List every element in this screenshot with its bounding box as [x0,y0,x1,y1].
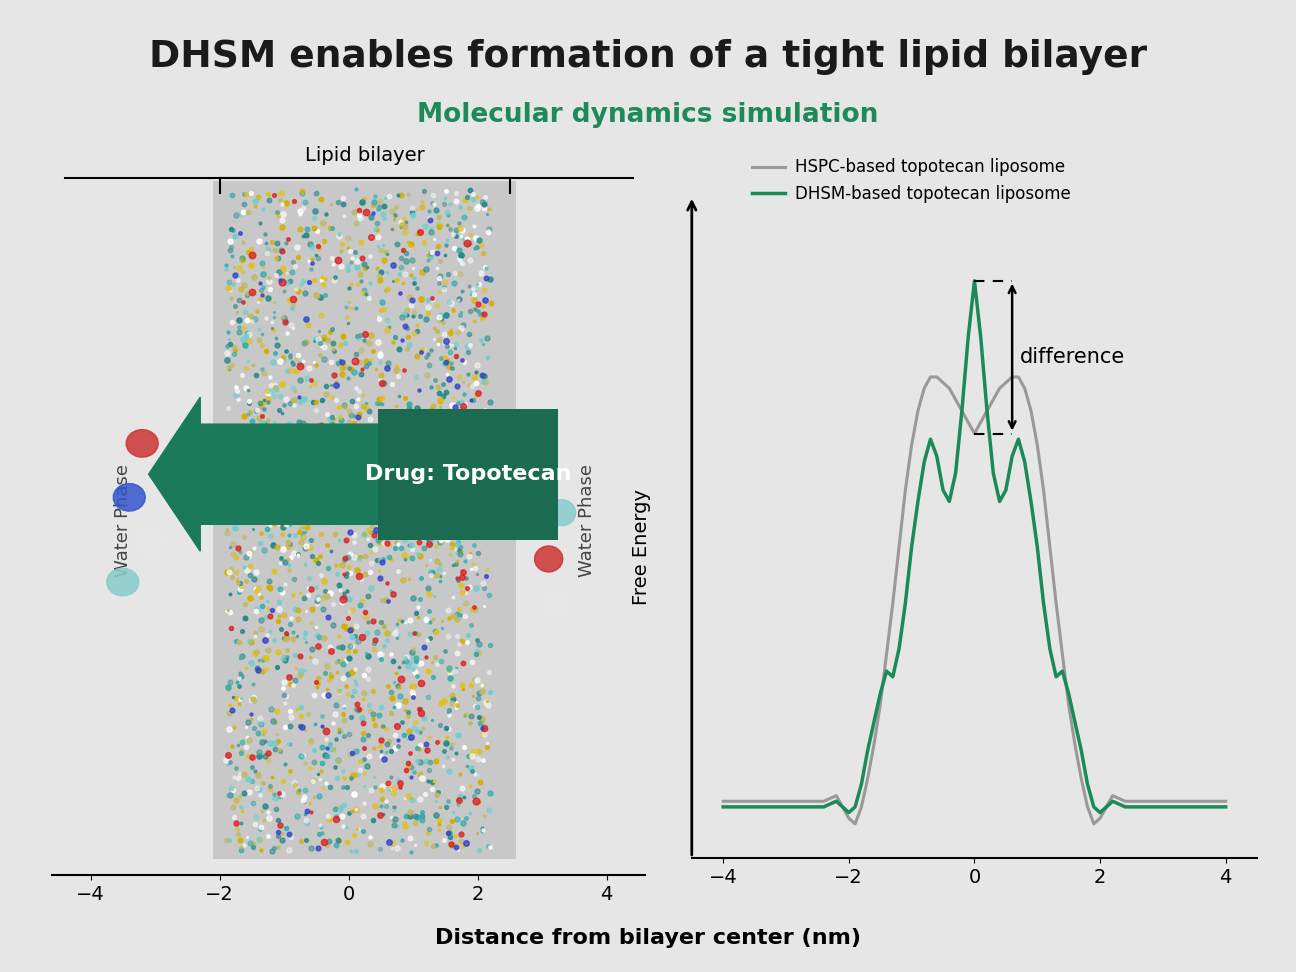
DHSM-based topotecan liposome [715,801,731,813]
Polygon shape [126,430,158,457]
DHSM-based topotecan liposome [1061,688,1077,700]
FancyArrow shape [149,398,503,551]
Text: Lipid bilayer: Lipid bilayer [305,146,425,164]
DHSM-based topotecan liposome [816,801,832,813]
DHSM-based topotecan liposome [848,801,863,813]
Text: Water Phase: Water Phase [578,464,596,577]
DHSM-based topotecan liposome [885,671,901,682]
HSPC-based topotecan liposome [1218,795,1234,807]
Polygon shape [547,500,575,526]
HSPC-based topotecan liposome [923,371,938,383]
Line: DHSM-based topotecan liposome: DHSM-based topotecan liposome [723,281,1226,813]
Polygon shape [106,569,139,596]
DHSM-based topotecan liposome [753,801,769,813]
Polygon shape [113,483,145,511]
Bar [213,182,516,859]
Text: Drug: Topotecan: Drug: Topotecan [364,465,572,484]
HSPC-based topotecan liposome [841,813,857,824]
DHSM-based topotecan liposome [967,275,982,287]
DHSM-based topotecan liposome [841,807,857,818]
Line: HSPC-based topotecan liposome: HSPC-based topotecan liposome [723,377,1226,824]
HSPC-based topotecan liposome [885,598,901,609]
HSPC-based topotecan liposome [715,795,731,807]
Legend: HSPC-based topotecan liposome, DHSM-based topotecan liposome: HSPC-based topotecan liposome, DHSM-base… [745,152,1078,209]
Polygon shape [529,461,556,487]
Text: Distance from bilayer center (nm): Distance from bilayer center (nm) [435,928,861,948]
Text: DHSM enables formation of a tight lipid bilayer: DHSM enables formation of a tight lipid … [149,39,1147,75]
Text: difference: difference [1020,347,1125,367]
Polygon shape [535,546,562,572]
HSPC-based topotecan liposome [848,818,863,830]
FancyBboxPatch shape [377,409,559,539]
HSPC-based topotecan liposome [1061,699,1077,711]
Text: Free Energy: Free Energy [632,489,651,605]
Polygon shape [132,530,165,557]
HSPC-based topotecan liposome [816,795,832,807]
HSPC-based topotecan liposome [753,795,769,807]
HSPC-based topotecan liposome [985,394,1001,405]
DHSM-based topotecan liposome [985,468,1001,479]
Text: Water Phase: Water Phase [114,464,132,577]
Text: Molecular dynamics simulation: Molecular dynamics simulation [417,102,879,128]
DHSM-based topotecan liposome [1218,801,1234,813]
Polygon shape [542,592,569,618]
